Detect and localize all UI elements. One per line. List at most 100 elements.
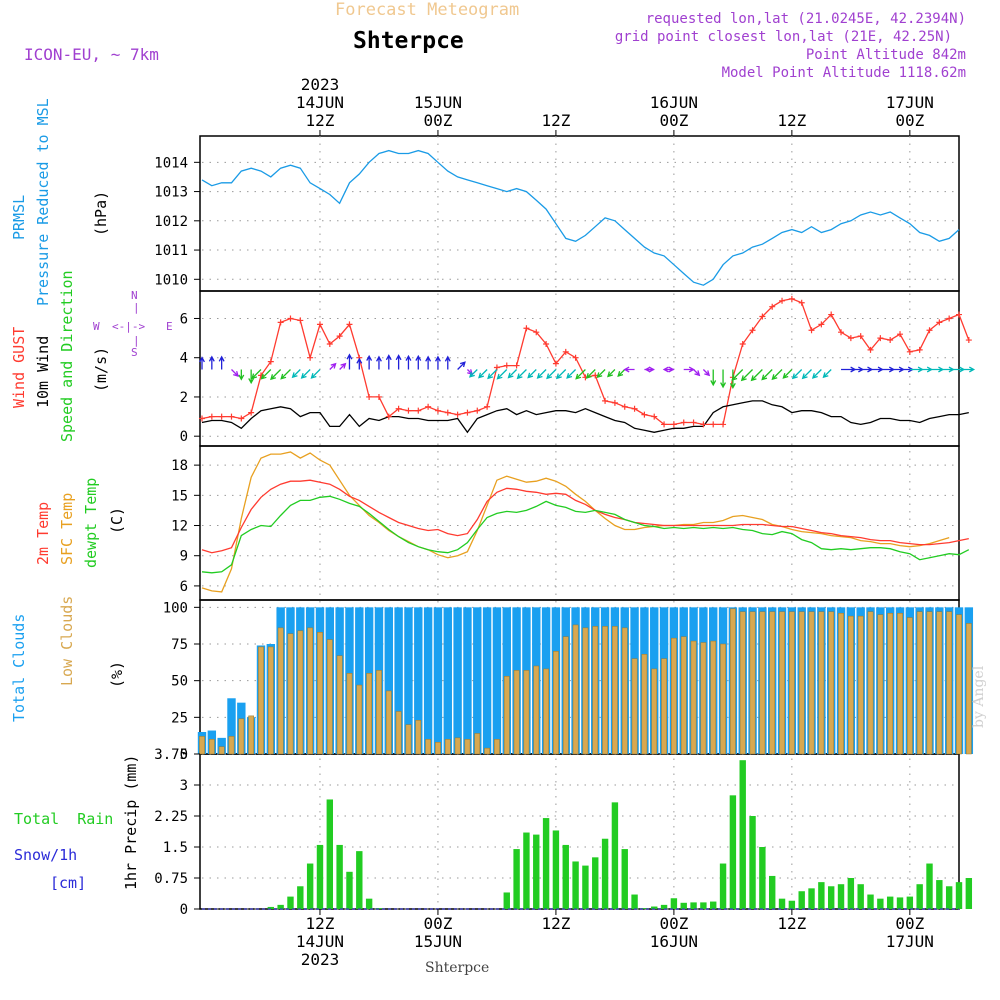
rain-bar [759, 847, 766, 909]
rain-bar [513, 849, 520, 909]
wind-gust-marker [552, 360, 559, 367]
rain-bar [769, 875, 776, 909]
low-clouds-label: Low Clouds [58, 596, 76, 686]
compass-w-label: W [93, 320, 100, 333]
rain-bar [660, 904, 668, 909]
wind-gust-marker [690, 419, 697, 426]
cm-label: [cm] [50, 874, 86, 892]
wind-direction-arrow [596, 369, 606, 379]
credit-watermark: by Angel [971, 665, 987, 728]
wind-gust-marker [238, 415, 245, 422]
wind-direction-arrow [731, 369, 744, 381]
bottom-time-label: 00Z [659, 914, 688, 933]
wind-direction-arrow [782, 369, 793, 379]
wind-gust-marker [621, 403, 628, 410]
bottom-time-label: 16JUN [650, 932, 698, 951]
model-altitude: Model Point Altitude 1118.62m [722, 65, 966, 81]
low-cloud-bar [828, 611, 835, 755]
wind-direction-arrow [566, 369, 577, 379]
rain-bar [700, 902, 707, 909]
rain-bar [916, 884, 923, 909]
compass-sn-line: | [133, 334, 140, 347]
rain-bar [306, 863, 314, 909]
wind-direction-arrow [607, 369, 616, 378]
rain-bar [847, 878, 855, 909]
low-cloud-bar [789, 611, 795, 755]
wind-direction-arrow [761, 369, 773, 381]
rain-bar [287, 896, 294, 909]
wind-gust-marker [749, 327, 756, 334]
wind-gust-marker [857, 333, 864, 340]
low-cloud-bar [582, 627, 589, 755]
wind-gust-marker [228, 413, 235, 420]
rain-bar [552, 830, 560, 909]
low-cloud-bar [248, 715, 255, 755]
rain-bar [798, 891, 805, 909]
rain-bar [523, 832, 530, 909]
rain-bar [945, 886, 953, 909]
low-cloud-bar [513, 670, 520, 755]
wind-direction-arrow [385, 354, 392, 370]
rain-bar [621, 849, 628, 909]
low-cloud-bar [277, 627, 284, 755]
temp-tick-label: 12 [171, 519, 188, 535]
low-cloud-bar [749, 611, 756, 755]
low-cloud-bar [336, 655, 343, 755]
wind-tick-label: 4 [180, 351, 188, 367]
total-cloud-bar [355, 607, 364, 754]
low-cloud-bar [739, 611, 746, 755]
rain-bar [611, 802, 619, 909]
rain-bar [326, 799, 334, 909]
low-cloud-bar [395, 711, 402, 755]
low-cloud-bar [877, 614, 884, 755]
pressure-tick-label: 1013 [154, 185, 188, 201]
top-time-label: 00Z [659, 111, 688, 130]
wind-gust-marker [208, 413, 215, 420]
precip-tick-label: 3.75 [154, 747, 188, 763]
wind-direction-arrow [434, 355, 441, 370]
model-name: ICON-EU, ~ 7km [24, 45, 159, 64]
top-time-label: 2023 [301, 75, 340, 94]
wind-gust-marker [847, 335, 854, 342]
bottom-time-label: 14JUN [296, 932, 344, 951]
wind-unit-label: (m/s) [92, 347, 110, 392]
wind-direction-arrow [291, 369, 301, 379]
wind-gust-marker [474, 407, 481, 414]
rain-bar [641, 908, 648, 909]
wind-direction-arrow [740, 369, 754, 382]
precip-tick-label: 3 [180, 778, 188, 794]
wind-direction-arrow [260, 369, 272, 380]
wind-direction-arrow [251, 369, 262, 380]
low-cloud-bar [503, 676, 510, 755]
rain-bar [356, 851, 363, 909]
rain-bar [877, 898, 884, 909]
wind-direction-arrow [280, 369, 291, 380]
rain-bar [886, 896, 894, 909]
low-cloud-bar [208, 739, 215, 755]
wind-direction-arrow [415, 354, 422, 370]
rain-bar [562, 844, 569, 909]
wind-tick-label: 6 [180, 311, 188, 327]
wind-gust-marker [916, 346, 923, 353]
wind-gust-marker [759, 313, 766, 320]
top-time-label: 16JUN [650, 93, 698, 112]
top-time-label: 17JUN [886, 93, 934, 112]
wind-gust-marker [769, 303, 776, 310]
wind-gust-marker [405, 407, 412, 414]
wind-gust-marker [523, 325, 530, 332]
rain-bar [503, 892, 510, 909]
low-cloud-bar [897, 612, 903, 755]
wind-gust-marker [808, 327, 815, 334]
rain-bar [729, 795, 737, 909]
pressure-tick-label: 1010 [154, 272, 188, 288]
low-cloud-bar [720, 643, 726, 755]
wind-direction-arrow [536, 369, 547, 379]
temp-tick-label: 6 [180, 579, 188, 595]
low-cloud-bar [326, 639, 333, 755]
wind-gust-marker [818, 321, 825, 328]
low-cloud-bar [838, 612, 844, 755]
wind-direction-arrow [487, 369, 498, 380]
requested-coords: requested lon,lat (21.0245E, 42.2394N) [646, 11, 966, 27]
wind-gust-marker [297, 317, 304, 324]
top-time-label: 12Z [541, 111, 570, 130]
